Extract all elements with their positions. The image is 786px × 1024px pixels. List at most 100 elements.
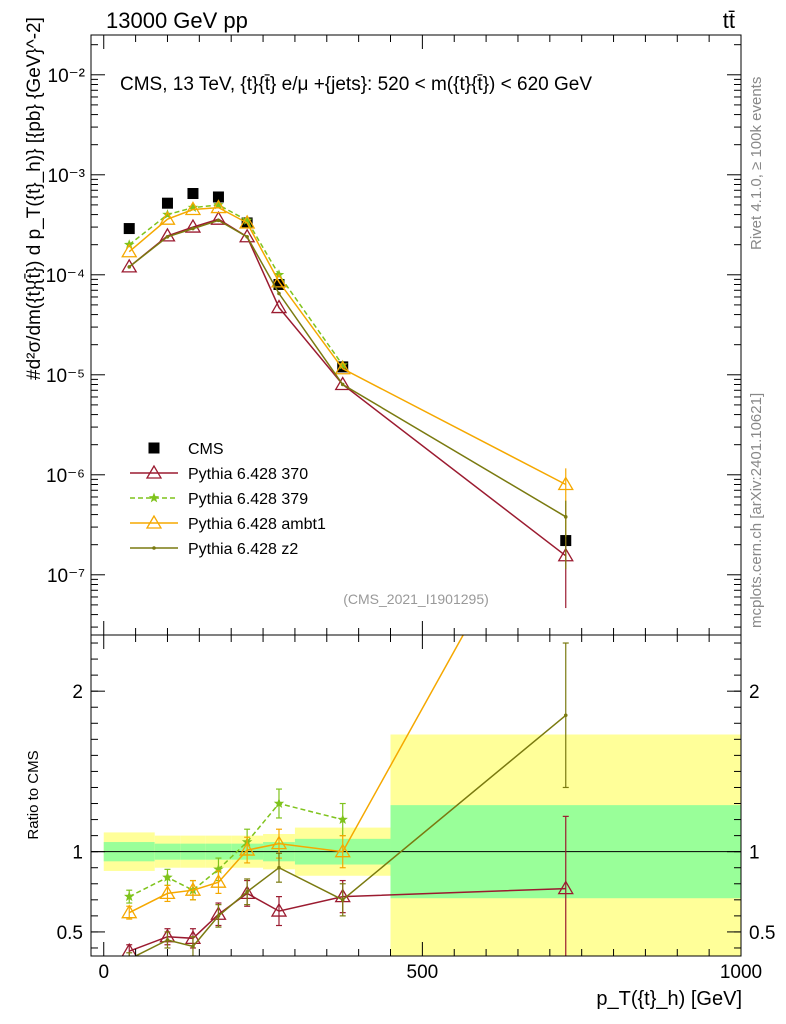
data-point-pythia-6-428-ambt1 xyxy=(270,273,288,288)
data-point-pythia-6-428-ambt1 xyxy=(184,201,202,216)
main-ytick-label: 10⁻⁴ xyxy=(46,266,85,287)
ratio-point-pythia-6-428-379 xyxy=(162,871,173,882)
ratio-xtick-label: 0 xyxy=(98,962,109,983)
ratio-point-pythia-6-428-ambt1 xyxy=(334,843,351,858)
ratio-point-pythia-6-428-z2 xyxy=(127,957,131,961)
data-point-pythia-6-428-ambt1 xyxy=(121,243,138,258)
ratio-point-pythia-6-428-ambt1 xyxy=(559,443,573,455)
series-pythia-6-428-z2 xyxy=(127,218,568,570)
series-line-pythia-6-428-379 xyxy=(128,204,344,366)
ratio-point-pythia-6-428-370 xyxy=(270,902,288,917)
ratio-xlabel: p_T({t}_h) [GeV] xyxy=(596,988,742,1010)
ratio-ytick-label: 0.5 xyxy=(57,923,83,944)
main-title: CMS, 13 TeV, {t}{t̄} e/μ +{jets}: 520 < … xyxy=(120,74,592,95)
legend-label: Pythia 6.428 379 xyxy=(188,491,308,508)
data-point-pythia-6-428-370 xyxy=(184,218,202,233)
legend-marker xyxy=(148,492,160,503)
ratio-point-pythia-6-428-z2 xyxy=(340,898,345,902)
main-ytick-label: 10⁻³ xyxy=(48,166,86,187)
ratio-point-pythia-6-428-379 xyxy=(273,798,285,808)
ratio-point-pythia-6-428-z2 xyxy=(216,914,221,918)
legend-label: CMS xyxy=(188,441,224,458)
ratio-ytick-label: 1 xyxy=(72,843,83,864)
ratio-ytick-label: 2 xyxy=(72,682,83,703)
legend-item-pythia-6-428-ambt1: Pythia 6.428 ambt1 xyxy=(130,514,326,533)
data-point-pythia-6-428-370 xyxy=(159,227,176,242)
legend: CMS Pythia 6.428 370 Pythia 6.428 379 Pythi… xyxy=(130,441,326,558)
data-point-cms xyxy=(212,191,224,203)
data-point-pythia-6-428-370 xyxy=(210,210,227,225)
ratio-ylabel: Ratio to CMS xyxy=(25,750,42,839)
ratio-point-pythia-6-428-z2 xyxy=(563,713,568,718)
data-point-pythia-6-428-z2 xyxy=(216,218,221,223)
data-point-pythia-6-428-ambt1 xyxy=(210,199,227,214)
data-point-pythia-6-428-370 xyxy=(121,258,138,273)
ratio-xtick-label: 500 xyxy=(407,962,439,983)
ratio-frame xyxy=(90,634,742,957)
data-point-pythia-6-428-379 xyxy=(241,214,253,225)
data-point-pythia-6-428-z2 xyxy=(563,515,568,519)
legend-marker xyxy=(148,442,160,454)
data-point-pythia-6-428-ambt1 xyxy=(159,210,176,225)
data-point-cms xyxy=(161,197,173,209)
data-point-pythia-6-428-ambt1 xyxy=(334,360,351,375)
main-ytick-label: 10⁻⁶ xyxy=(46,466,85,487)
data-point-pythia-6-428-379 xyxy=(337,359,348,370)
ratio-point-pythia-6-428-ambt1 xyxy=(184,881,202,896)
data-point-pythia-6-428-z2 xyxy=(165,234,170,239)
legend-marker xyxy=(145,464,163,479)
data-point-cms xyxy=(273,278,285,290)
data-point-pythia-6-428-379 xyxy=(187,202,199,212)
data-point-pythia-6-428-z2 xyxy=(340,382,345,387)
side-label-rivet: Rivet 4.1.0, ≥ 100k events xyxy=(748,77,765,250)
data-point-pythia-6-428-379 xyxy=(213,199,224,210)
legend-marker xyxy=(152,546,156,550)
main-ylabel: #d²σ/dm({t}{t̄}) d p_T({t}_h)} [{pb} {Ge… xyxy=(24,17,45,380)
ratio-point-pythia-6-428-z2 xyxy=(277,865,281,870)
legend-label: Pythia 6.428 370 xyxy=(188,466,308,483)
watermark: (CMS_2021_I1901295) xyxy=(343,591,489,607)
ratio-panel: 0.5 0.5 1 1 2 2 0 500 1000 Ratio to CMS p_T({t}… xyxy=(25,443,775,1010)
ratio-point-pythia-6-428-ambt1 xyxy=(210,873,227,888)
ratio-ytick-label-right: 0.5 xyxy=(749,923,775,944)
ratio-series-pythia-6-428-ambt1 xyxy=(121,443,573,920)
series-line-pythia-6-428-ambt1 xyxy=(128,206,567,486)
side-label-mcplots: mcplots.cern.ch [arXiv:2401.10621] xyxy=(748,393,765,628)
data-point-pythia-6-428-z2 xyxy=(191,226,195,231)
data-point-pythia-6-428-z2 xyxy=(277,291,281,296)
series-pythia-6-428-ambt1 xyxy=(121,199,574,537)
data-point-cms xyxy=(123,223,135,235)
legend-item-pythia-6-428-379: Pythia 6.428 379 xyxy=(130,491,308,508)
ratio-ytick-label-right: 2 xyxy=(749,682,760,703)
ratio-series-pythia-6-428-z2 xyxy=(126,642,569,961)
data-point-pythia-6-428-370 xyxy=(238,228,256,243)
legend-item-pythia-6-428-370: Pythia 6.428 370 xyxy=(130,464,308,483)
ratio-point-pythia-6-428-379 xyxy=(124,891,135,902)
data-point-cms xyxy=(187,188,199,200)
ratio-point-pythia-6-428-z2 xyxy=(165,938,170,942)
legend-label: Pythia 6.428 ambt1 xyxy=(188,516,326,533)
ratio-xtick-label: 1000 xyxy=(720,962,762,983)
data-point-pythia-6-428-370 xyxy=(334,376,351,391)
ratio-line-pythia-6-428-z2 xyxy=(133,714,567,956)
legend-label: Pythia 6.428 z2 xyxy=(188,541,298,558)
ratio-point-pythia-6-428-379 xyxy=(337,814,348,824)
main-ytick-label: 10⁻² xyxy=(48,66,86,87)
data-point-pythia-6-428-ambt1 xyxy=(557,476,574,491)
data-point-pythia-6-428-370 xyxy=(270,299,288,314)
legend-item-pythia-6-428-z2: Pythia 6.428 z2 xyxy=(130,541,298,558)
ratio-point-pythia-6-428-ambt1 xyxy=(238,841,256,856)
header-left: 13000 GeV pp xyxy=(106,8,248,33)
legend-item-cms: CMS xyxy=(148,441,224,458)
ratio-ytick-label-right: 1 xyxy=(749,843,760,864)
ratio-point-pythia-6-428-ambt1 xyxy=(159,885,176,900)
data-point-pythia-6-428-z2 xyxy=(127,265,132,269)
data-point-pythia-6-428-ambt1 xyxy=(238,214,256,229)
main-ytick-label: 10⁻⁷ xyxy=(47,566,85,587)
legend-marker xyxy=(145,514,163,529)
ratio-point-pythia-6-428-z2 xyxy=(245,890,249,894)
ratio-point-pythia-6-428-379 xyxy=(213,863,224,874)
ratio-point-pythia-6-428-ambt1 xyxy=(270,835,288,850)
data-point-pythia-6-428-z2 xyxy=(245,234,249,239)
